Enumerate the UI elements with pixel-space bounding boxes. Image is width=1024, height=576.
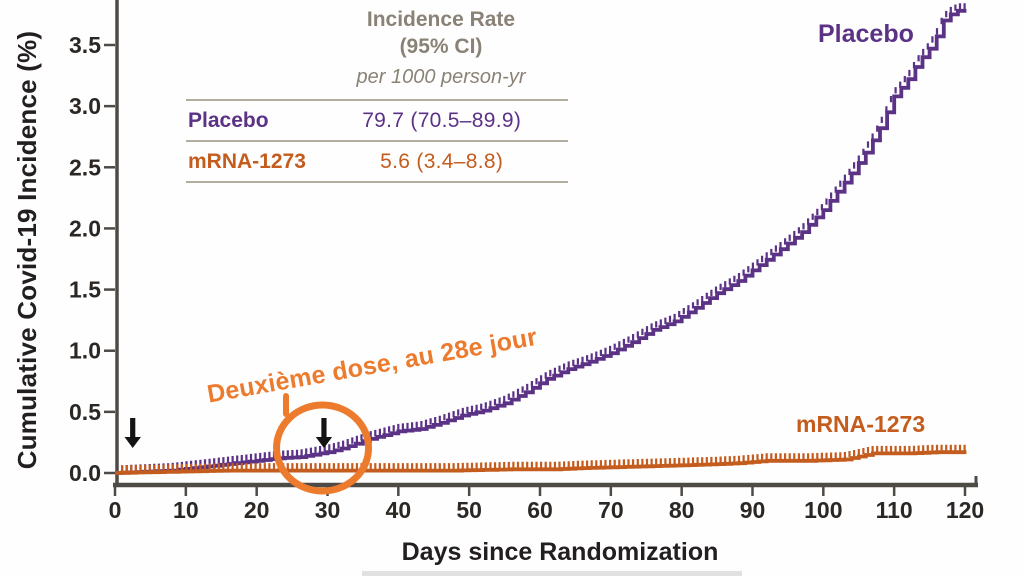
x-tick-label: 60 <box>527 497 553 523</box>
x-tick-label: 0 <box>109 497 122 523</box>
incidence-rate-table: Incidence Rate (95% CI) per 1000 person-… <box>186 6 568 183</box>
rate-row-placebo-value: 79.7 (70.5–89.9) <box>362 108 522 132</box>
y-tick-label: 0.0 <box>69 460 101 486</box>
rate-row-placebo-label: Placebo <box>188 108 269 132</box>
placebo-curve-label: Placebo <box>818 20 914 48</box>
rate-table-title-line2: (95% CI) <box>399 35 483 58</box>
y-tick-label: 3.5 <box>69 32 101 58</box>
dose-arrow <box>315 418 333 448</box>
bottom-caption-smudge <box>362 571 742 576</box>
x-tick-label: 40 <box>386 497 412 523</box>
rate-row-mrna-label: mRNA-1273 <box>188 149 306 173</box>
x-axis-title: Days since Randomization <box>401 538 719 566</box>
censor-ticks-mrna <box>121 444 966 472</box>
x-tick-label: 100 <box>804 497 842 523</box>
y-axis-title: Cumulative Covid-19 Incidence (%) <box>12 30 42 470</box>
y-tick-label: 3.0 <box>69 93 101 119</box>
rate-row-mrna-value: 5.6 (3.4–8.8) <box>380 149 504 173</box>
rate-row-mrna: mRNA-1273 5.6 (3.4–8.8) <box>186 140 568 183</box>
x-tick-label: 120 <box>946 497 984 523</box>
mrna-curve-label: mRNA-1273 <box>796 411 926 437</box>
day28-circle <box>273 401 373 495</box>
y-tick-label: 1.5 <box>69 277 101 303</box>
x-tick-label: 10 <box>173 497 199 523</box>
x-tick-label: 110 <box>876 497 913 523</box>
x-tick-label: 30 <box>315 497 341 523</box>
x-tick-label: 20 <box>244 497 270 523</box>
x-tick-label: 80 <box>669 497 695 523</box>
y-tick-label: 2.0 <box>69 215 101 241</box>
y-tick-label: 1.0 <box>69 338 101 364</box>
dose-arrow <box>124 418 141 448</box>
rate-row-placebo: Placebo 79.7 (70.5–89.9) <box>186 99 568 140</box>
x-tick-label: 70 <box>598 497 624 523</box>
mrna-curve-path <box>115 450 967 475</box>
rate-table-units: per 1000 person-yr <box>356 66 526 88</box>
y-tick-label: 2.5 <box>69 154 101 180</box>
y-tick-label: 0.5 <box>69 399 101 425</box>
placebo-curve-path <box>115 8 967 475</box>
x-tick-label: 90 <box>740 497 766 523</box>
rate-table-title-line1: Incidence Rate <box>366 8 516 31</box>
x-tick-label: 50 <box>456 497 482 523</box>
